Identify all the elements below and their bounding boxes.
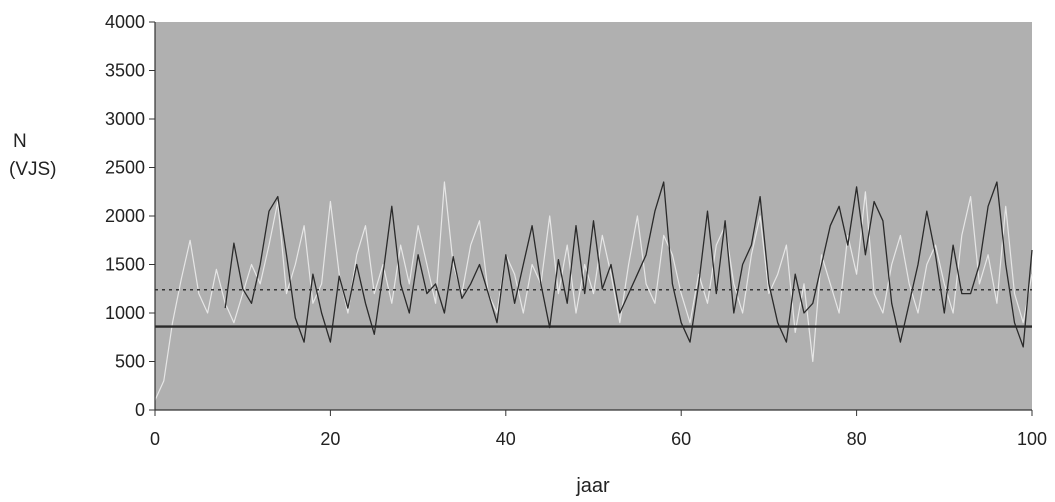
y-tick-label: 3500 bbox=[105, 61, 145, 81]
x-axis-label: jaar bbox=[575, 475, 610, 497]
x-tick-label: 40 bbox=[496, 429, 516, 449]
y-tick-label: 1500 bbox=[105, 255, 145, 275]
y-tick-label: 3000 bbox=[105, 109, 145, 129]
x-ticks: 0 20 40 60 80 100 bbox=[150, 410, 1047, 449]
x-tick-label: 100 bbox=[1017, 429, 1047, 449]
series-line-light bbox=[154, 181, 1033, 401]
x-tick-label: 20 bbox=[320, 429, 340, 449]
plot-area bbox=[155, 22, 1032, 410]
series-line-dark bbox=[224, 181, 1033, 348]
y-tick-label: 1000 bbox=[105, 303, 145, 323]
y-ticks: 0 500 1000 1500 2000 2500 3000 3500 4000 bbox=[105, 12, 155, 420]
series-layer bbox=[154, 181, 1033, 401]
y-tick-label: 2500 bbox=[105, 158, 145, 178]
x-tick-label: 60 bbox=[671, 429, 691, 449]
y-tick-label: 4000 bbox=[105, 12, 145, 32]
y-axis-label-line2: (VJS) bbox=[9, 159, 57, 180]
y-axis-label-line1: N bbox=[13, 131, 27, 152]
x-tick-label: 80 bbox=[847, 429, 867, 449]
y-tick-label: 0 bbox=[135, 400, 145, 420]
x-tick-label: 0 bbox=[150, 429, 160, 449]
y-tick-label: 500 bbox=[115, 352, 145, 372]
y-tick-label: 2000 bbox=[105, 206, 145, 226]
